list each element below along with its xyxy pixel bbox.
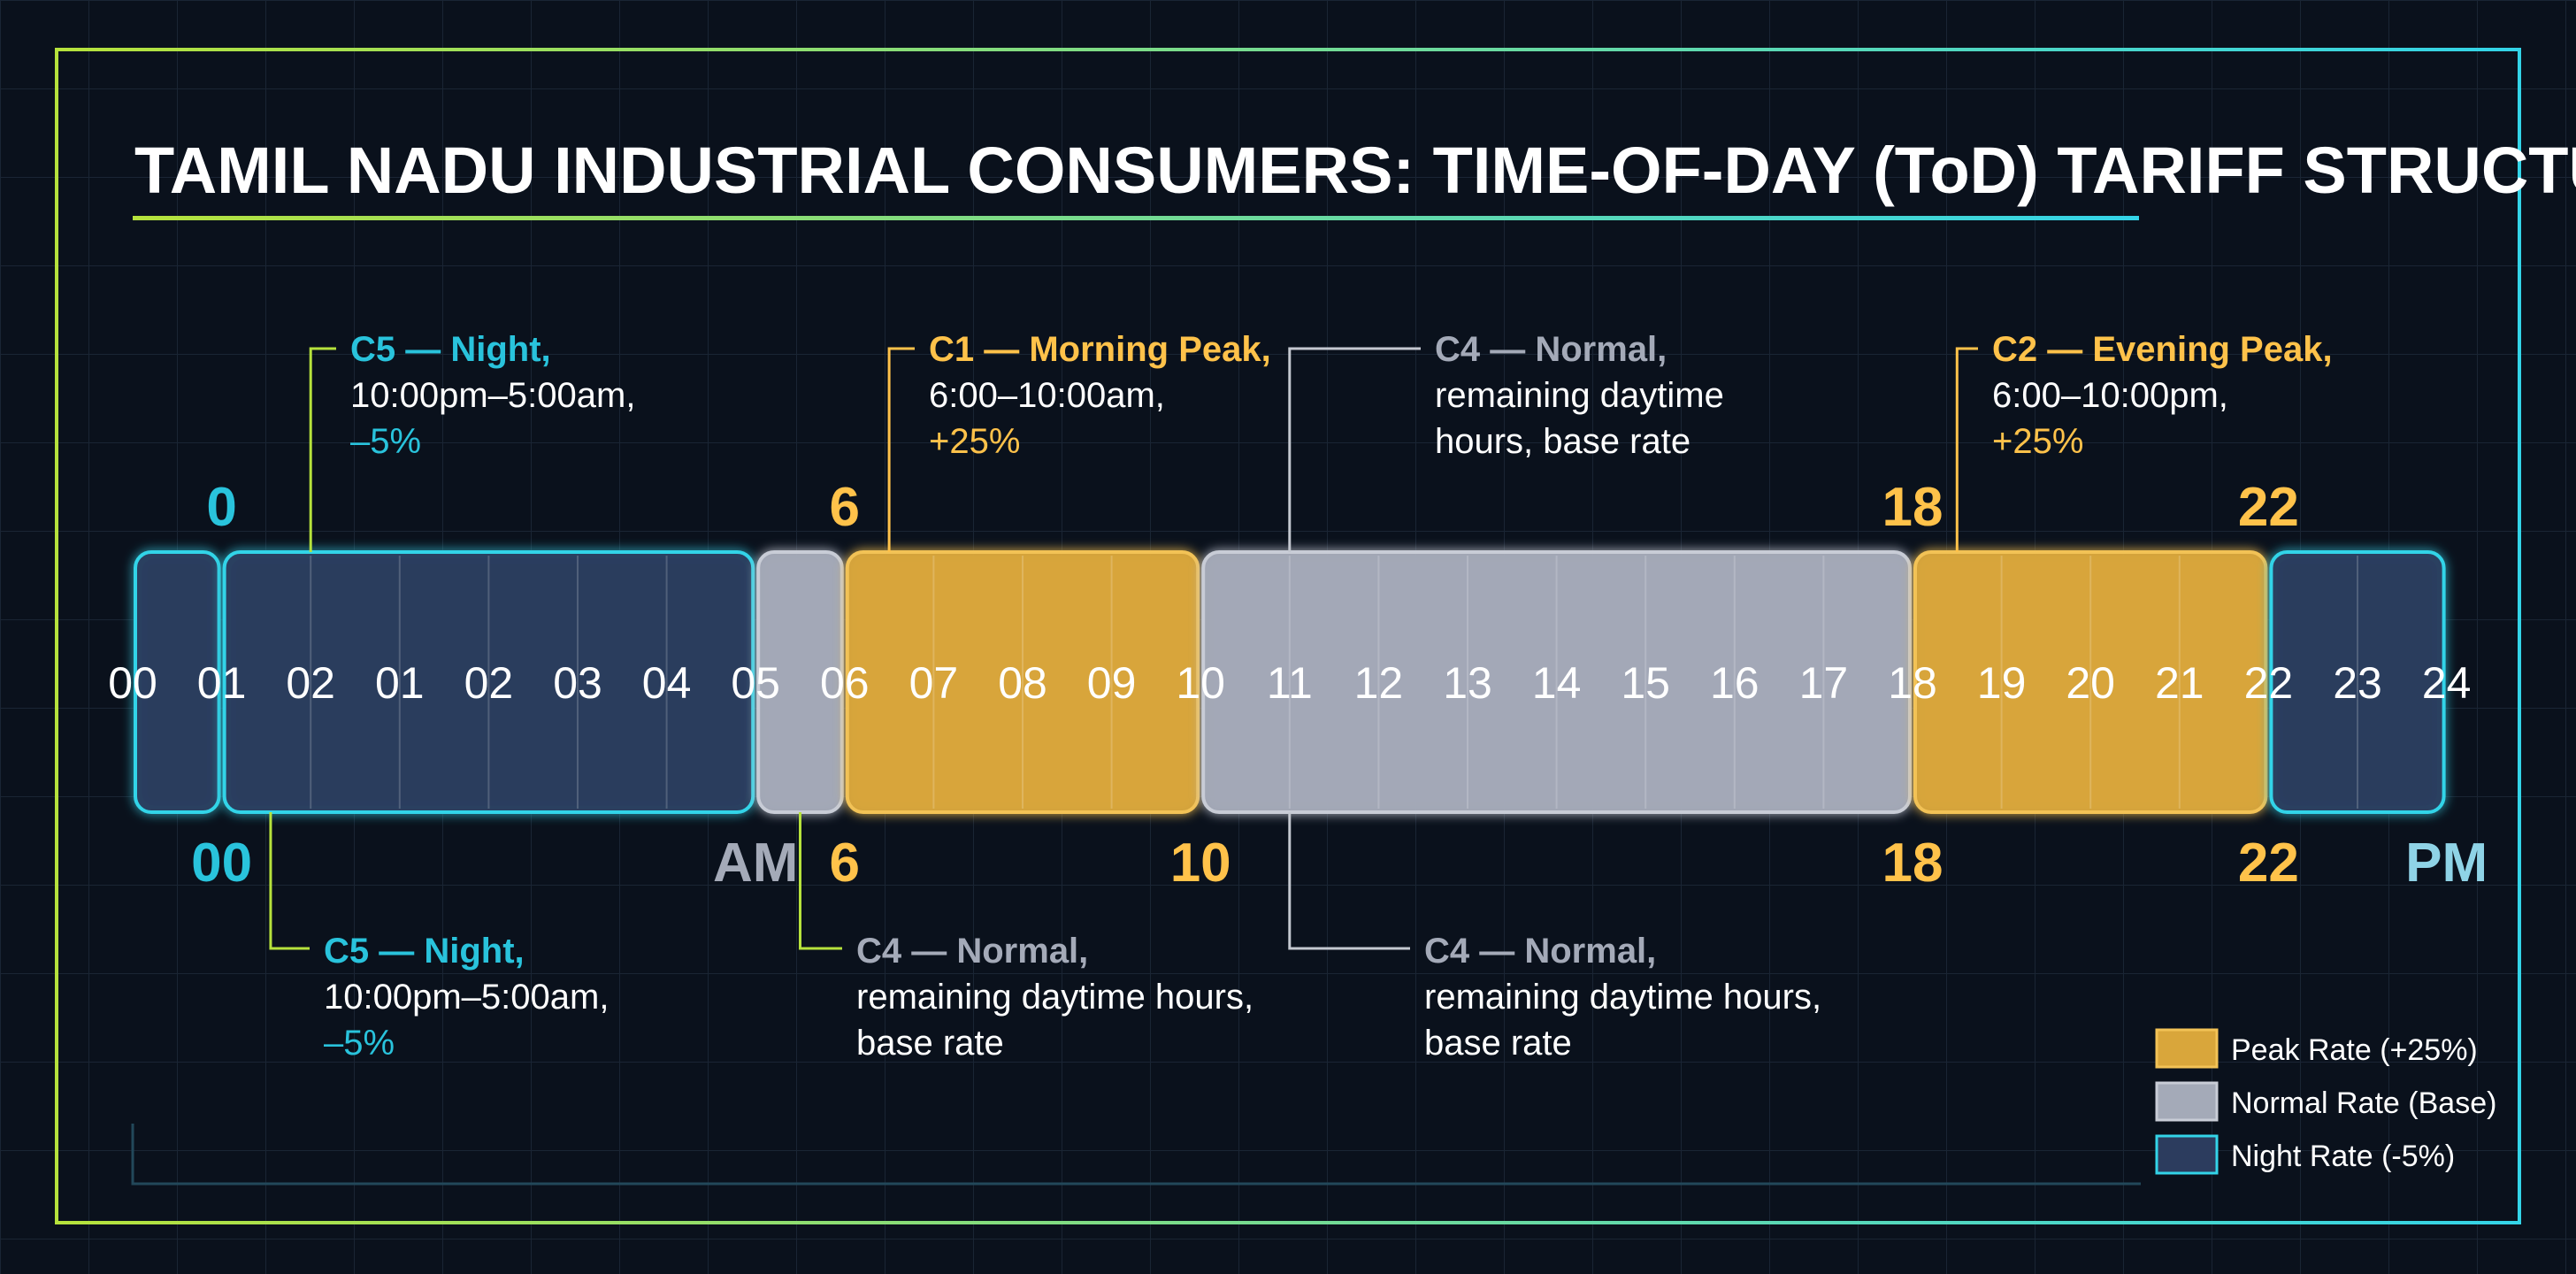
boundary-label-top: 6 [830, 477, 860, 538]
annotation-line: remaining daytime [1435, 376, 1724, 415]
segment-peak-5 [1913, 550, 2268, 814]
outer-frame [55, 48, 2521, 1224]
hour-label: 09 [1087, 658, 1137, 708]
legend: Peak Rate (+25%) Normal Rate (Base) Night … [2155, 1028, 2496, 1175]
annotation-line: 10:00pm–5:00am, [324, 978, 609, 1017]
annotation-leader [309, 347, 336, 552]
annotation: C2 — Evening Peak, 6:00–10:00pm, +25% [1955, 330, 2333, 552]
hour-label: 22 [2244, 658, 2294, 708]
inner-frame [131, 1124, 2141, 1186]
hour-label: 01 [197, 658, 247, 708]
hour-label: 03 [553, 658, 602, 708]
annotation-leader [1955, 347, 1978, 552]
annotation-line: remaining daytime hours, [1424, 978, 1821, 1017]
hour-label: 24 [2422, 658, 2472, 708]
boundary-label-top: 22 [2238, 477, 2299, 538]
annotations-bottom: C5 — Night, 10:00pm–5:00am, –5% C4 — Normal… [269, 812, 1821, 1063]
annotation: C4 — Normal, remaining daytime hours, base… [1288, 330, 1724, 552]
annotation-line: 10:00pm–5:00am, [350, 376, 635, 415]
page-title: TAMIL NADU INDUSTRIAL CONSUMERS: TIME-OF… [134, 134, 2576, 207]
annotation-rate: –5% [324, 1024, 395, 1063]
annotation-line: 6:00–10:00am, [929, 376, 1165, 415]
annotation-line: 6:00–10:00pm, [1992, 376, 2228, 415]
hour-label: 21 [2155, 658, 2204, 708]
hour-label: 10 [1176, 658, 1225, 708]
annotation-rate: –5% [350, 422, 421, 461]
hour-label: 19 [1977, 658, 2027, 708]
annotation-line: base rate [856, 1024, 1004, 1063]
annotation-line: hours, base rate [1435, 422, 1690, 461]
hour-label: 18 [1888, 658, 1937, 708]
annotation: C4 — Normal, remaining daytime hours, base… [799, 812, 1254, 1063]
boundary-label-bottom: 00 [191, 833, 252, 894]
annotation-heading: C5 — Night, [350, 330, 551, 369]
annotation-heading: C4 — Normal, [856, 932, 1088, 971]
hour-label: 08 [998, 658, 1047, 708]
segment-normal-4 [1201, 550, 1912, 814]
annotations-top: C5 — Night, 10:00pm–5:00am, –5% C1 — Mornin… [309, 330, 2333, 552]
hour-label: 11 [1267, 658, 1313, 708]
legend-label: Peak Rate (+25%) [2231, 1033, 2478, 1067]
annotation-rate: +25% [1992, 422, 2083, 461]
boundary-label-bottom: 22 [2238, 833, 2299, 894]
legend-swatch-normal [2155, 1081, 2219, 1122]
boundary-labels-top: 0 6 18 22 [206, 477, 2299, 538]
annotation-heading: C4 — Normal, [1424, 932, 1656, 971]
annotation-heading: C5 — Night, [324, 932, 525, 971]
annotation-leader [799, 812, 842, 950]
segment-night-0 [134, 550, 221, 814]
annotation-leader [1288, 812, 1410, 950]
annotation-rate: +25% [929, 422, 1020, 461]
hour-label: 12 [1354, 658, 1404, 708]
annotation-heading: C1 — Morning Peak, [929, 330, 1271, 369]
boundary-label-bottom: 6 [830, 833, 860, 894]
boundary-label-bottom: AM [713, 833, 798, 894]
legend-swatch-night [2155, 1134, 2219, 1175]
title-underline [133, 216, 2139, 220]
annotation-line: base rate [1424, 1024, 1572, 1063]
hour-label: 05 [731, 658, 780, 708]
annotation: C4 — Normal, remaining daytime hours, base… [1288, 812, 1821, 1063]
segment-peak-3 [845, 550, 1200, 814]
boundary-label-bottom: 18 [1882, 833, 1944, 894]
hour-label: 23 [2333, 658, 2382, 708]
boundary-labels-bottom: 00 AM 6 10 18 22 PM [191, 833, 2488, 894]
legend-label: Normal Rate (Base) [2231, 1086, 2496, 1120]
hour-label: 07 [909, 658, 959, 708]
legend-label: Night Rate (-5%) [2231, 1140, 2455, 1173]
segment-night-6 [2269, 550, 2446, 814]
annotation-line: remaining daytime hours, [856, 978, 1254, 1017]
hour-label: 02 [464, 658, 514, 708]
hour-labels: 00 01 02 01 02 03 04 05 06 07 08 09 10 11 12 13 14 15 16 17… [108, 658, 2471, 708]
hour-label: 01 [375, 658, 425, 708]
annotation: C5 — Night, 10:00pm–5:00am, –5% [309, 330, 635, 552]
hour-label: 20 [2066, 658, 2115, 708]
hour-label: 14 [1532, 658, 1582, 708]
hour-label: 00 [108, 658, 157, 708]
hour-label: 02 [286, 658, 335, 708]
hour-label: 04 [642, 658, 692, 708]
annotation-heading: C2 — Evening Peak, [1992, 330, 2333, 369]
hour-label: 06 [820, 658, 870, 708]
annotation-leader [1288, 347, 1421, 552]
hour-label: 15 [1621, 658, 1670, 708]
annotation: C5 — Night, 10:00pm–5:00am, –5% [269, 812, 609, 1063]
legend-swatch-peak [2155, 1028, 2219, 1069]
boundary-label-top: 18 [1882, 477, 1944, 538]
boundary-label-bottom: 10 [1170, 833, 1231, 894]
annotation: C1 — Morning Peak, 6:00–10:00am, +25% [887, 330, 1271, 552]
annotation-heading: C4 — Normal, [1435, 330, 1667, 369]
segment-night-1 [222, 550, 755, 814]
boundary-label-bottom: PM [2405, 833, 2488, 894]
hour-label: 17 [1799, 658, 1849, 708]
boundary-label-top: 0 [206, 477, 236, 538]
tariff-timeline [134, 550, 2446, 814]
annotation-leader [887, 347, 915, 552]
hour-label: 16 [1710, 658, 1760, 708]
hour-label: 13 [1443, 658, 1492, 708]
annotation-leader [269, 812, 310, 950]
